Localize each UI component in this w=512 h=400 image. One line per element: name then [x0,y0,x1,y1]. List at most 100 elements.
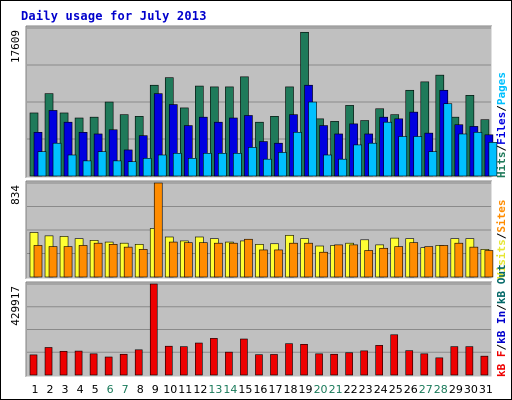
bar-pages-day-14 [233,153,242,177]
y-max-label-visits: 834 [9,185,22,205]
legend-kbytes: kB F/kB In/kB Out [495,264,508,377]
bar-sites-day-6 [108,244,118,278]
bar-sites-day-8 [138,249,148,278]
bar-kb-f-day-1 [29,354,38,376]
legend-entry: Sites [495,200,508,233]
bar-pages-day-23 [368,142,377,177]
bar-sites-day-4 [78,245,88,278]
bar-pages-day-21 [338,158,347,177]
bar-kb-f-day-9 [149,283,158,376]
bar-sites-day-24 [379,247,388,278]
x-tick-label-day-16: 16 [253,383,267,396]
bar-kb-f-day-20 [315,353,323,376]
bar-kb-f-day-28 [435,357,444,376]
bar-kb-f-day-25 [390,334,399,376]
bar-pages-day-26 [413,136,423,177]
bar-kb-f-day-21 [330,353,338,376]
bar-pages-day-13 [218,153,227,177]
legend-visits: Visits/Sites [495,200,508,280]
bar-pages-day-15 [248,147,257,177]
bar-kb-f-day-30 [465,346,474,376]
bar-pages-day-22 [353,144,362,177]
bar-sites-day-15 [244,238,253,278]
x-tick-label-day-2: 2 [47,383,54,396]
x-tick-label-day-1: 1 [32,383,39,396]
bar-kb-f-day-26 [405,350,414,376]
bar-sites-day-27 [424,246,434,278]
x-tick-label-day-17: 17 [268,383,282,396]
x-tick-label-day-20: 20 [314,383,328,396]
bar-kb-f-day-15 [240,338,248,376]
x-tick-label-day-18: 18 [284,383,298,396]
bar-kb-f-day-19 [300,344,308,376]
bar-pages-day-31 [488,142,498,177]
bar-sites-day-19 [304,242,313,278]
x-tick-label-day-9: 9 [152,383,159,396]
legend-entry: / [495,145,508,152]
bar-kb-f-day-10 [164,345,173,376]
bar-pages-day-27 [428,151,438,177]
bar-kb-f-day-13 [210,338,218,376]
bar-kb-f-day-12 [195,342,203,376]
bar-kb-f-day-22 [345,352,353,376]
legend-entry: Visits [495,239,508,279]
bar-sites-day-16 [259,249,268,278]
bar-kb-f-day-18 [285,343,293,376]
bar-sites-day-25 [394,246,404,278]
x-tick-label-day-30: 30 [464,383,478,396]
y-max-label-traffic: 17609 [9,30,22,63]
bar-sites-day-26 [409,242,419,278]
bar-sites-day-11 [184,242,193,278]
x-tick-label-day-22: 22 [344,383,358,396]
bar-pages-day-6 [112,160,122,177]
bar-pages-day-11 [188,158,197,177]
bar-sites-day-21 [334,244,343,278]
bar-pages-day-19 [308,101,317,177]
bar-pages-day-29 [458,133,468,177]
bar-kb-f-day-4 [74,350,83,376]
bar-kb-f-day-29 [450,346,459,376]
bar-pages-day-18 [293,131,302,177]
x-tick-label-day-21: 21 [329,383,343,396]
bar-kb-f-day-8 [134,349,143,376]
bar-kb-f-day-6 [104,356,113,376]
bar-pages-day-9 [157,154,167,177]
bar-kb-f-day-23 [360,350,368,376]
legend-entry: / [495,344,508,351]
bar-pages-day-5 [97,151,107,177]
x-tick-label-day-6: 6 [107,383,114,396]
bar-kb-f-day-7 [119,353,128,376]
bar-sites-day-14 [229,242,238,278]
bar-sites-day-7 [123,246,133,278]
legend-entry: kB In [495,311,508,344]
bar-kb-f-day-16 [255,354,263,376]
x-tick-label-day-27: 27 [419,383,433,396]
bar-kb-f-day-24 [375,345,383,376]
bar-kb-f-day-3 [59,350,68,376]
bar-sites-day-23 [364,250,373,278]
legend-traffic: Hits/Files/Pages [495,72,508,178]
bar-pages-day-8 [142,158,152,177]
x-tick-label-day-23: 23 [359,383,373,396]
legend-entry: / [495,232,508,239]
legend-entry: kB Out [495,264,508,304]
bar-sites-day-17 [274,249,283,278]
x-tick-label-day-4: 4 [77,383,84,396]
x-tick-label-day-13: 13 [208,383,222,396]
legend-entry: Files [495,112,508,145]
legend-entry: Pages [495,72,508,105]
bar-sites-day-22 [349,244,358,278]
bar-pages-day-12 [203,153,212,177]
x-tick-label-day-15: 15 [238,383,252,396]
bar-pages-day-2 [52,142,62,177]
bar-sites-day-13 [214,242,223,278]
bar-kb-f-day-5 [89,353,98,376]
x-tick-label-day-14: 14 [223,383,237,396]
x-tick-label-day-26: 26 [404,383,418,396]
bar-pages-day-17 [278,152,287,177]
bar-kb-f-day-11 [180,346,188,376]
x-tick-label-day-19: 19 [299,383,313,396]
bar-kb-f-day-31 [480,355,489,376]
